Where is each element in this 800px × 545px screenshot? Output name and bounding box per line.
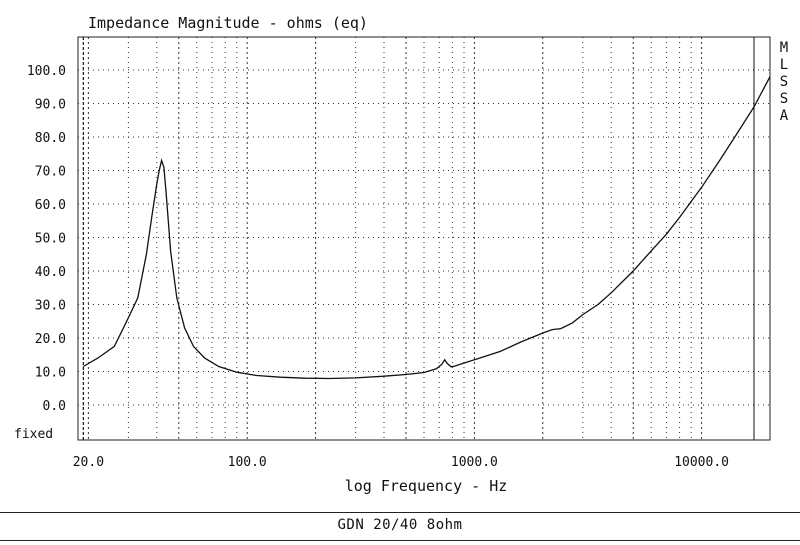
y-tick-label: 90.0 bbox=[35, 98, 66, 113]
footer-top-rule bbox=[0, 512, 800, 513]
side-label-char: A bbox=[780, 108, 789, 124]
plot-frame bbox=[77, 36, 771, 441]
side-label-char: L bbox=[780, 57, 788, 73]
x-tick-labels: 20.0 100.0 1000.0 10000.0 bbox=[73, 455, 729, 470]
impedance-chart: Impedance Magnitude - ohms (eq) 100.0 90.… bbox=[14, 14, 789, 495]
x-axis-label: log Frequency - Hz bbox=[345, 477, 508, 495]
y-tick-label: 60.0 bbox=[35, 198, 66, 213]
side-label-char: S bbox=[780, 91, 788, 107]
y-tick-label: 50.0 bbox=[35, 232, 66, 247]
x-tick-label: 1000.0 bbox=[451, 455, 498, 470]
y-tick-labels: 100.0 90.0 80.0 70.0 60.0 50.0 40.0 30.0 20.0 10.… bbox=[27, 64, 66, 414]
impedance-line bbox=[82, 76, 771, 380]
y-bottom-label: fixed bbox=[14, 427, 53, 442]
y-tick-label: 0.0 bbox=[43, 399, 66, 414]
x-tick-label: 20.0 bbox=[73, 455, 104, 470]
x-tick-label: 100.0 bbox=[228, 455, 267, 470]
footer-caption: GDN 20/40 8ohm bbox=[337, 517, 463, 533]
x-tick-label: 10000.0 bbox=[674, 455, 729, 470]
y-tick-label: 20.0 bbox=[35, 332, 66, 347]
y-tick-label: 100.0 bbox=[27, 64, 66, 79]
footer-bottom-rule bbox=[0, 540, 800, 541]
side-label-char: M bbox=[780, 40, 788, 56]
y-tick-label: 10.0 bbox=[35, 366, 66, 381]
y-tick-label: 80.0 bbox=[35, 131, 66, 146]
plot-grid bbox=[78, 37, 771, 440]
side-label-char: S bbox=[780, 74, 788, 90]
chart-title: Impedance Magnitude - ohms (eq) bbox=[88, 14, 368, 32]
y-tick-label: 40.0 bbox=[35, 265, 66, 280]
y-tick-label: 30.0 bbox=[35, 299, 66, 314]
y-tick-label: 70.0 bbox=[35, 165, 66, 180]
